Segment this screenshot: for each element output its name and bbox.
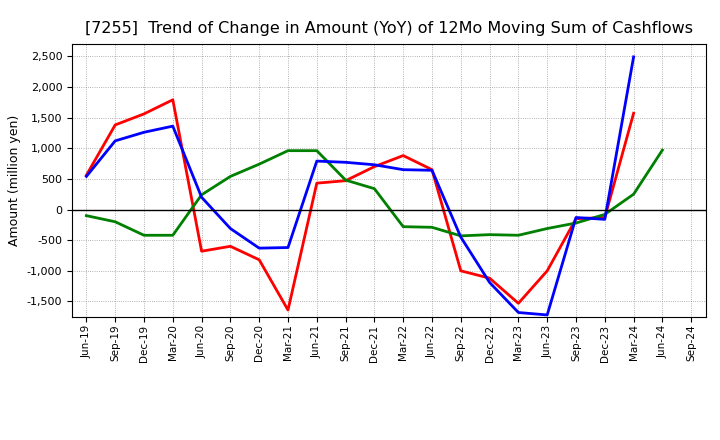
Free Cashflow	[82, 174, 91, 179]
Free Cashflow	[514, 310, 523, 315]
Free Cashflow	[485, 280, 494, 285]
Operating Cashflow	[312, 180, 321, 186]
Free Cashflow	[370, 162, 379, 167]
Investing Cashflow	[485, 232, 494, 237]
Investing Cashflow	[168, 233, 177, 238]
Free Cashflow	[629, 54, 638, 59]
Operating Cashflow	[226, 244, 235, 249]
Operating Cashflow	[428, 167, 436, 172]
Line: Free Cashflow: Free Cashflow	[86, 57, 634, 315]
Investing Cashflow	[312, 148, 321, 153]
Free Cashflow	[543, 312, 552, 318]
Operating Cashflow	[168, 97, 177, 103]
Investing Cashflow	[370, 186, 379, 191]
Investing Cashflow	[658, 147, 667, 153]
Operating Cashflow	[543, 268, 552, 274]
Operating Cashflow	[572, 216, 580, 221]
Operating Cashflow	[197, 249, 206, 254]
Operating Cashflow	[341, 178, 350, 183]
Investing Cashflow	[197, 192, 206, 198]
Investing Cashflow	[226, 174, 235, 179]
Investing Cashflow	[428, 225, 436, 230]
Investing Cashflow	[255, 161, 264, 167]
Investing Cashflow	[82, 213, 91, 218]
Title: [7255]  Trend of Change in Amount (YoY) of 12Mo Moving Sum of Cashflows: [7255] Trend of Change in Amount (YoY) o…	[85, 21, 693, 36]
Free Cashflow	[456, 235, 465, 240]
Investing Cashflow	[543, 226, 552, 231]
Free Cashflow	[312, 158, 321, 164]
Operating Cashflow	[140, 111, 148, 117]
Operating Cashflow	[485, 275, 494, 281]
Free Cashflow	[600, 216, 609, 222]
Operating Cashflow	[82, 172, 91, 178]
Free Cashflow	[572, 215, 580, 220]
Free Cashflow	[399, 167, 408, 172]
Operating Cashflow	[629, 110, 638, 116]
Operating Cashflow	[399, 153, 408, 158]
Operating Cashflow	[255, 257, 264, 262]
Free Cashflow	[111, 138, 120, 143]
Operating Cashflow	[111, 122, 120, 128]
Operating Cashflow	[514, 301, 523, 306]
Investing Cashflow	[284, 148, 292, 153]
Investing Cashflow	[514, 233, 523, 238]
Free Cashflow	[226, 226, 235, 231]
Free Cashflow	[284, 245, 292, 250]
Free Cashflow	[168, 124, 177, 129]
Legend: Operating Cashflow, Investing Cashflow, Free Cashflow: Operating Cashflow, Investing Cashflow, …	[132, 438, 645, 440]
Free Cashflow	[197, 194, 206, 200]
Investing Cashflow	[600, 212, 609, 217]
Operating Cashflow	[370, 164, 379, 169]
Operating Cashflow	[600, 215, 609, 220]
Operating Cashflow	[456, 268, 465, 274]
Investing Cashflow	[341, 177, 350, 183]
Free Cashflow	[341, 160, 350, 165]
Investing Cashflow	[629, 191, 638, 197]
Investing Cashflow	[399, 224, 408, 229]
Free Cashflow	[255, 246, 264, 251]
Investing Cashflow	[456, 233, 465, 238]
Free Cashflow	[428, 168, 436, 173]
Line: Investing Cashflow: Investing Cashflow	[86, 150, 662, 236]
Investing Cashflow	[572, 220, 580, 226]
Line: Operating Cashflow: Operating Cashflow	[86, 100, 634, 310]
Y-axis label: Amount (million yen): Amount (million yen)	[8, 115, 21, 246]
Investing Cashflow	[140, 233, 148, 238]
Operating Cashflow	[284, 308, 292, 313]
Free Cashflow	[140, 130, 148, 135]
Investing Cashflow	[111, 219, 120, 224]
